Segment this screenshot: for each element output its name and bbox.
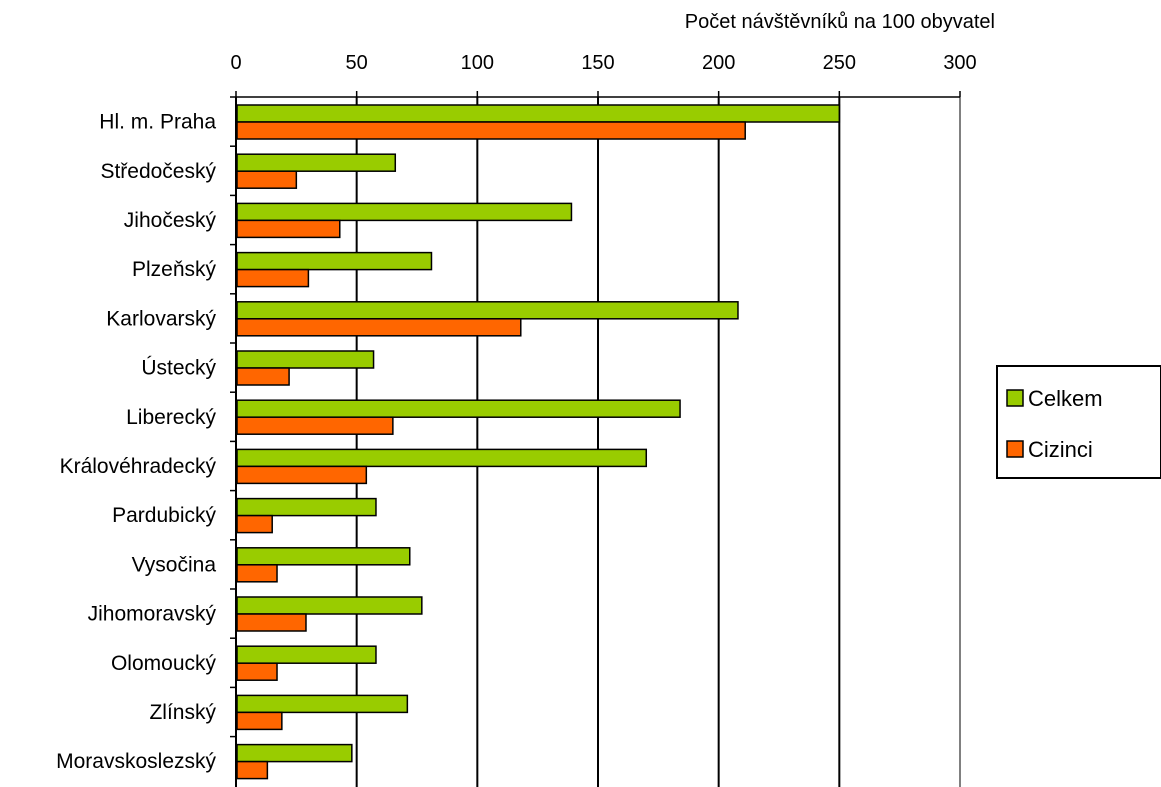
bar-cizinci-4 [236, 318, 522, 337]
legend-swatch-celkem [1006, 389, 1024, 407]
bar-celkem-3 [236, 251, 433, 271]
bar-cizinci-12 [236, 711, 283, 731]
category-label: Jihomoravský [88, 603, 217, 626]
category-label: Pardubický [112, 504, 216, 527]
category-label: Středočeský [100, 160, 216, 183]
category-label: Moravskoslezský [56, 750, 216, 773]
category-label: Karlovarský [106, 307, 216, 330]
x-tick-label-200: 200 [702, 52, 735, 74]
x-tick-labels: 0 50 100 150 200 250 300 [230, 52, 976, 74]
bars [236, 104, 841, 780]
category-label: Vysočina [132, 553, 217, 576]
x-axis-title: Počet návštěvníků na 100 obyvatel [685, 11, 995, 33]
bar-celkem-9 [236, 547, 411, 566]
legend-swatch-cizinci [1006, 440, 1024, 458]
bar-celkem-13 [236, 743, 353, 763]
category-label: Ústecký [141, 357, 216, 380]
bar-celkem-6 [236, 399, 681, 418]
bar-cizinci-8 [236, 514, 273, 534]
x-tick-label-250: 250 [823, 52, 856, 74]
bar-cizinci-10 [236, 613, 307, 632]
bar-cizinci-13 [236, 760, 269, 780]
bar-cizinci-7 [236, 465, 368, 485]
category-label: Hl. m. Praha [99, 111, 216, 134]
bar-cizinci-5 [236, 367, 290, 386]
category-label: Olomoucký [111, 652, 217, 675]
bar-celkem-11 [236, 645, 377, 664]
x-tick-label-100: 100 [461, 52, 494, 74]
legend: Celkem Cizinci [996, 365, 1161, 479]
category-label: Jihočeský [124, 209, 217, 232]
x-tick-label-0: 0 [230, 52, 241, 74]
bar-cizinci-3 [236, 268, 310, 288]
bar-celkem-2 [236, 202, 573, 222]
bar-cizinci-0 [236, 121, 746, 140]
bar-cizinci-2 [236, 219, 341, 239]
bar-celkem-7 [236, 448, 648, 468]
x-tick-label-150: 150 [581, 52, 614, 74]
category-label: Plzeňský [132, 258, 217, 281]
bar-cizinci-1 [236, 170, 298, 189]
category-label: Liberecký [126, 406, 216, 429]
bar-celkem-4 [236, 301, 739, 320]
bar-celkem-1 [236, 153, 397, 172]
x-tick-label-300: 300 [943, 52, 976, 74]
category-label: Královéhradecký [60, 455, 217, 478]
bar-celkem-10 [236, 596, 423, 615]
gridlines [355, 97, 961, 787]
bar-cizinci-9 [236, 564, 278, 583]
category-label: Zlínský [149, 701, 216, 724]
category-labels: Hl. m. Praha Středočeský Jihočeský Plzeňský… [56, 111, 216, 774]
bar-cizinci-6 [236, 416, 394, 435]
bar-celkem-5 [236, 350, 375, 369]
legend-label-celkem: Celkem [1028, 386, 1103, 411]
legend-label-cizinci: Cizinci [1028, 437, 1093, 462]
bar-celkem-12 [236, 694, 409, 714]
axes [230, 91, 961, 787]
x-tick-label-50: 50 [346, 52, 368, 74]
bar-celkem-0 [236, 104, 841, 123]
legend-box [996, 365, 1161, 479]
bar-cizinci-11 [236, 662, 278, 681]
bar-celkem-8 [236, 497, 377, 517]
